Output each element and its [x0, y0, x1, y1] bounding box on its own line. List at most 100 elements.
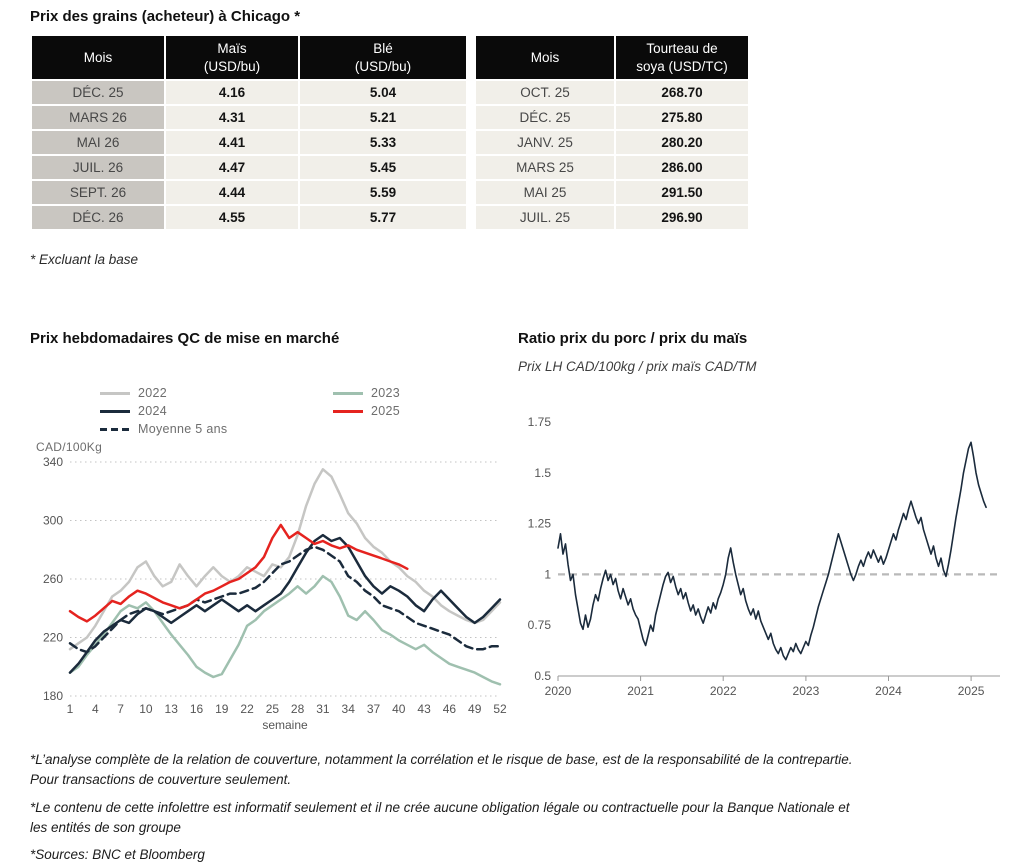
- svg-text:1.75: 1.75: [528, 415, 552, 429]
- svg-text:0.75: 0.75: [528, 618, 552, 632]
- table-cell: 291.50: [614, 179, 750, 207]
- table-cell: 5.45: [298, 154, 468, 182]
- table-header-cell: Tourteau de soya (USD/TC): [614, 33, 750, 82]
- legend-item: 2025: [333, 404, 400, 418]
- legend-marker: [333, 409, 363, 413]
- svg-text:2021: 2021: [627, 684, 654, 698]
- svg-text:260: 260: [43, 572, 63, 586]
- table-header-cell: Mois: [474, 33, 616, 82]
- svg-text:34: 34: [342, 702, 356, 716]
- table-spacer: [467, 155, 475, 181]
- table-cell: MARS 25: [474, 154, 616, 182]
- svg-text:37: 37: [367, 702, 381, 716]
- weekly-chart-legend: 2022 2023 2024 2025 Moyenne 5 ans: [100, 386, 400, 436]
- svg-text:43: 43: [417, 702, 431, 716]
- svg-text:4: 4: [92, 702, 99, 716]
- svg-text:1.5: 1.5: [534, 466, 551, 480]
- svg-text:2024: 2024: [875, 684, 902, 698]
- table-row: MAI 26 4.41 5.33 JANV. 25 280.20: [30, 129, 750, 157]
- table-cell: 286.00: [614, 154, 750, 182]
- table-spacer: [467, 35, 475, 81]
- table-cell: 5.33: [298, 129, 468, 157]
- table-cell: DÉC. 25: [474, 104, 616, 132]
- svg-text:16: 16: [190, 702, 204, 716]
- table-cell: MARS 26: [30, 104, 166, 132]
- svg-text:19: 19: [215, 702, 229, 716]
- svg-text:46: 46: [443, 702, 457, 716]
- svg-text:1: 1: [67, 702, 74, 716]
- footnotes-block: *L’analyse complète de la relation de co…: [30, 750, 860, 866]
- table-cell: SEPT. 26: [30, 179, 166, 207]
- grains-table-head: Mois Maïs (USD/bu) Blé (USD/bu) Mois Tourtea…: [30, 33, 750, 82]
- svg-text:22: 22: [240, 702, 254, 716]
- table-cell: 4.31: [164, 104, 300, 132]
- grains-table: Mois Maïs (USD/bu) Blé (USD/bu) Mois Tourtea…: [30, 33, 750, 232]
- svg-text:220: 220: [43, 631, 63, 645]
- svg-text:7: 7: [117, 702, 124, 716]
- legend-label: 2025: [371, 404, 401, 418]
- excluding-base-note: * Excluant la base: [30, 252, 139, 267]
- svg-text:52: 52: [493, 702, 507, 716]
- table-header-row: Mois Maïs (USD/bu) Blé (USD/bu) Mois Tourtea…: [30, 33, 750, 82]
- legend-label: 2024: [138, 404, 168, 418]
- table-cell: 4.41: [164, 129, 300, 157]
- footnote-legal: *Le contenu de cette infolettre est info…: [30, 799, 850, 835]
- table-cell: 5.04: [298, 79, 468, 107]
- table-spacer: [467, 180, 475, 206]
- table-cell: 275.80: [614, 104, 750, 132]
- table-cell: OCT. 25: [474, 79, 616, 107]
- table-row: MARS 26 4.31 5.21 DÉC. 25 275.80: [30, 104, 750, 132]
- svg-text:31: 31: [316, 702, 330, 716]
- hog-corn-ratio-chart: 0.5 0.75 1 1.25 1.5 1.75 2020 2021 2022 2023 2024 2…: [528, 415, 1000, 698]
- cad-axis-label: CAD/100Kg: [36, 440, 103, 454]
- table-cell: JANV. 25: [474, 129, 616, 157]
- svg-text:2022: 2022: [710, 684, 737, 698]
- table-cell: 5.21: [298, 104, 468, 132]
- table-row: DÉC. 26 4.55 5.77 JUIL. 25 296.90: [30, 204, 750, 232]
- svg-text:28: 28: [291, 702, 305, 716]
- table-spacer: [467, 80, 475, 106]
- legend-item: 2022: [100, 386, 333, 400]
- table-header-cell: Mois: [30, 33, 166, 82]
- legend-marker: [100, 409, 130, 413]
- table-row: DÉC. 25 4.16 5.04 OCT. 25 268.70: [30, 79, 750, 107]
- svg-text:25: 25: [266, 702, 280, 716]
- table-spacer: [467, 205, 475, 231]
- footnote-sources: *Sources: BNC et Bloomberg: [30, 847, 205, 862]
- table-cell: 5.59: [298, 179, 468, 207]
- svg-text:40: 40: [392, 702, 406, 716]
- legend-item: Moyenne 5 ans: [100, 422, 333, 436]
- svg-text:1.25: 1.25: [528, 517, 552, 531]
- svg-text:semaine: semaine: [262, 718, 308, 732]
- table-cell: 4.44: [164, 179, 300, 207]
- svg-text:300: 300: [43, 514, 63, 528]
- weekly-price-chart: 180 220 260 300 340 1 4 7 10 13 16 19 22 25 28 31 34 37 40…: [43, 455, 507, 732]
- table-cell: 5.77: [298, 204, 468, 232]
- table-row: JUIL. 26 4.47 5.45 MARS 25 286.00: [30, 154, 750, 182]
- table-cell: 4.47: [164, 154, 300, 182]
- svg-text:180: 180: [43, 689, 63, 703]
- legend-marker: [333, 391, 363, 395]
- legend-item: 2023: [333, 386, 400, 400]
- table-spacer: [467, 105, 475, 131]
- table-row: SEPT. 26 4.44 5.59 MAI 25 291.50: [30, 179, 750, 207]
- table-cell: 4.55: [164, 204, 300, 232]
- table-cell: MAI 26: [30, 129, 166, 157]
- svg-text:2025: 2025: [958, 684, 985, 698]
- table-header-cell: Maïs (USD/bu): [164, 33, 300, 82]
- svg-text:49: 49: [468, 702, 482, 716]
- svg-text:2020: 2020: [545, 684, 572, 698]
- table-cell: DÉC. 26: [30, 204, 166, 232]
- svg-text:10: 10: [139, 702, 153, 716]
- svg-text:13: 13: [165, 702, 179, 716]
- legend-label: 2023: [371, 386, 401, 400]
- table-cell: JUIL. 26: [30, 154, 166, 182]
- svg-text:340: 340: [43, 455, 63, 469]
- ratio-chart-title: Ratio prix du porc / prix du maïs: [518, 330, 748, 347]
- table-cell: JUIL. 25: [474, 204, 616, 232]
- legend-label: 2022: [138, 386, 168, 400]
- table-cell: MAI 25: [474, 179, 616, 207]
- svg-text:0.5: 0.5: [534, 669, 551, 683]
- svg-text:1: 1: [544, 567, 551, 581]
